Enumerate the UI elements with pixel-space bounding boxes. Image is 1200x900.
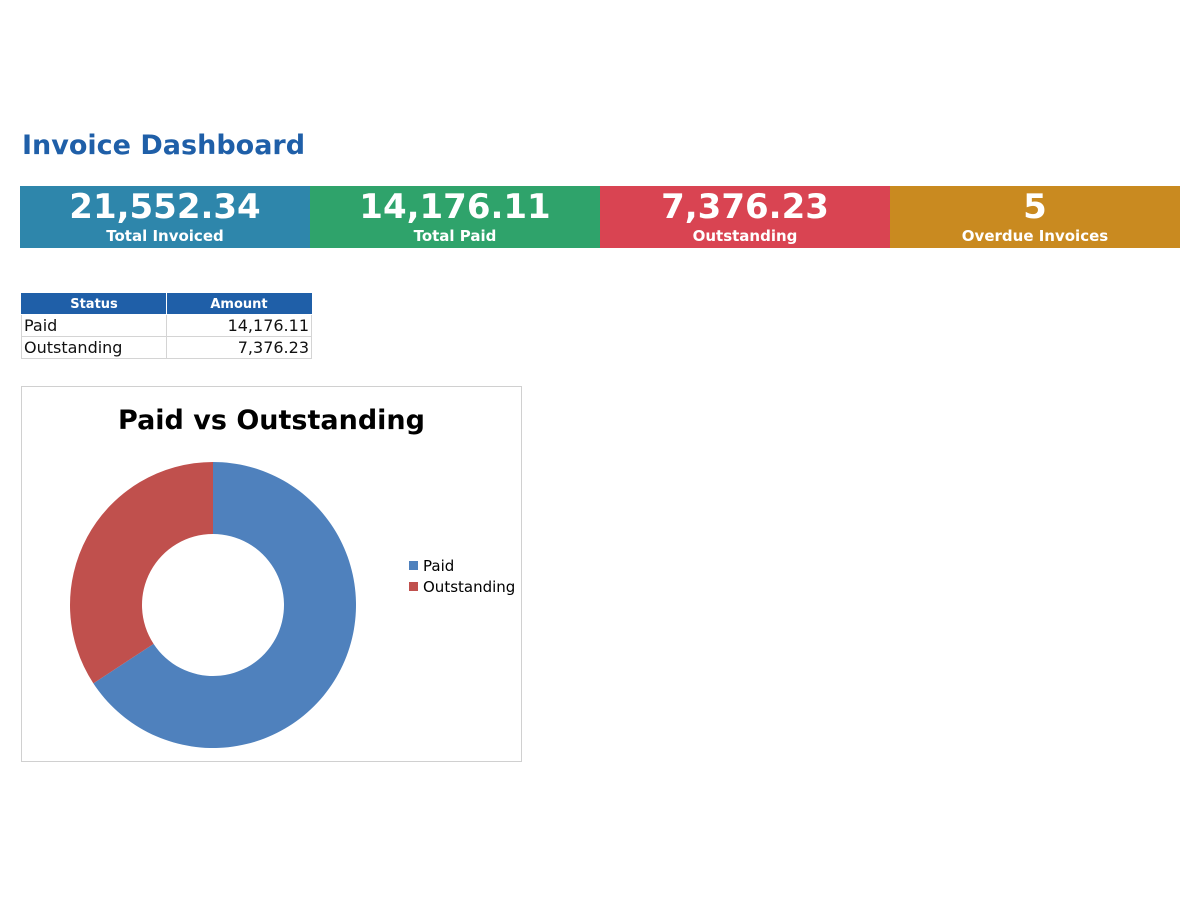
legend-label-outstanding: Outstanding bbox=[423, 577, 516, 596]
donut-slice-paid[interactable] bbox=[93, 462, 357, 748]
legend-swatch-outstanding bbox=[409, 582, 418, 591]
legend-item-outstanding[interactable]: Outstanding bbox=[409, 576, 515, 597]
table-cell-amount[interactable]: 7,376.23 bbox=[166, 336, 312, 359]
page-title: Invoice Dashboard bbox=[22, 130, 306, 161]
donut-slice-outstanding[interactable] bbox=[70, 462, 214, 684]
table-header-row: Status Amount bbox=[21, 293, 312, 315]
table-row: Paid 14,176.11 bbox=[21, 314, 312, 337]
table-cell-status[interactable]: Outstanding bbox=[21, 336, 167, 359]
column-header-status[interactable]: Status bbox=[21, 293, 167, 315]
legend-swatch-paid bbox=[409, 561, 418, 570]
legend-item-paid[interactable]: Paid bbox=[409, 555, 515, 576]
doughnut-chart[interactable]: Paid vs Outstanding Paid Outstanding bbox=[21, 386, 522, 762]
kpi-label: Outstanding bbox=[692, 227, 798, 245]
kpi-overdue-invoices: 5 Overdue Invoices bbox=[890, 186, 1180, 248]
kpi-value: 21,552.34 bbox=[69, 187, 261, 227]
kpi-label: Total Invoiced bbox=[106, 227, 224, 245]
column-header-amount[interactable]: Amount bbox=[166, 293, 312, 315]
kpi-value: 5 bbox=[1023, 187, 1047, 227]
kpi-value: 14,176.11 bbox=[359, 187, 551, 227]
table-row: Outstanding 7,376.23 bbox=[21, 336, 312, 359]
kpi-row: 21,552.34 Total Invoiced 14,176.11 Total… bbox=[20, 186, 1180, 248]
kpi-value: 7,376.23 bbox=[661, 187, 829, 227]
kpi-outstanding: 7,376.23 Outstanding bbox=[600, 186, 890, 248]
donut-svg bbox=[70, 462, 357, 748]
chart-legend: Paid Outstanding bbox=[409, 555, 515, 597]
summary-table: Status Amount Paid 14,176.11 Outstanding… bbox=[21, 293, 312, 359]
table-cell-amount[interactable]: 14,176.11 bbox=[166, 314, 312, 337]
table-cell-status[interactable]: Paid bbox=[21, 314, 167, 337]
kpi-label: Total Paid bbox=[413, 227, 497, 245]
legend-label-paid: Paid bbox=[423, 556, 455, 575]
chart-title: Paid vs Outstanding bbox=[118, 405, 425, 436]
kpi-total-paid: 14,176.11 Total Paid bbox=[310, 186, 600, 248]
kpi-label: Overdue Invoices bbox=[961, 227, 1109, 245]
kpi-total-invoiced: 21,552.34 Total Invoiced bbox=[20, 186, 310, 248]
